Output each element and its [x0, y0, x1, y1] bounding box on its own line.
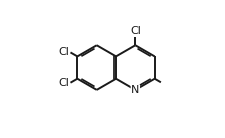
Text: Cl: Cl [130, 26, 140, 36]
Text: Cl: Cl [58, 78, 69, 88]
Text: N: N [130, 85, 139, 95]
Text: Cl: Cl [58, 47, 69, 57]
